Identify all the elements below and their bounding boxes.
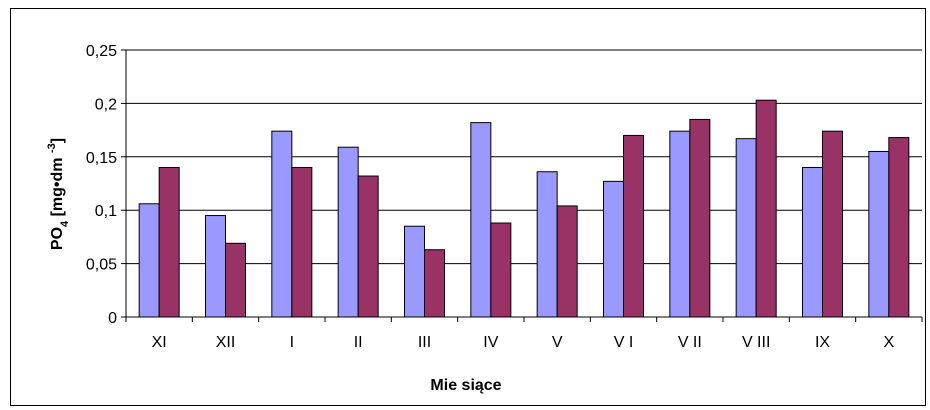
x-axis-title: Mie siące [430, 377, 501, 394]
y-tick-label: 0,25 [86, 43, 117, 60]
bar-V-s2 [556, 205, 578, 318]
x-tick-label: V [552, 334, 563, 351]
x-tick-label: II [354, 334, 363, 351]
x-tick-label: III [418, 334, 431, 351]
bar-VIII-s2 [755, 99, 777, 318]
bar-V-s1 [536, 171, 558, 318]
y-tick-label: 0,05 [86, 257, 117, 274]
bar-VII-s1 [669, 130, 691, 318]
bar-IX-s1 [802, 166, 823, 318]
bar-I-s2 [291, 166, 313, 318]
gridlines [126, 49, 922, 265]
bar-II-s1 [337, 146, 359, 318]
bar-III-s2 [424, 249, 445, 318]
bar-XI-s2 [158, 166, 180, 318]
x-tick-label: V III [742, 334, 770, 351]
bar-IV-s2 [490, 222, 512, 318]
y-tick-label: 0 [108, 310, 117, 327]
bar-VIII-s1 [735, 138, 757, 318]
x-tick-label: XI [152, 334, 167, 351]
bar-XII-s1 [205, 215, 226, 318]
y-tick-label: 0,15 [86, 150, 117, 167]
bar-VII-s2 [689, 118, 711, 318]
x-tick-label: V I [614, 334, 634, 351]
bar-VI-s1 [603, 180, 624, 318]
x-tick-label: X [883, 334, 894, 351]
x-tick-label: IV [483, 334, 498, 351]
bar-IV-s1 [470, 122, 492, 318]
bar-XI-s1 [138, 203, 160, 318]
y-tick-labels: 0 0,05 0,1 0,15 0,2 0,25 [86, 43, 126, 327]
x-tick-label: IX [815, 334, 830, 351]
y-tick-label: 0,2 [95, 96, 117, 113]
bar-XII-s2 [225, 242, 246, 318]
x-tick-label: XII [216, 334, 236, 351]
bar-X-s2 [888, 137, 910, 318]
bars [138, 99, 910, 318]
y-tick-label: 0,1 [95, 203, 117, 220]
bar-IX-s2 [822, 130, 843, 318]
bar-I-s1 [271, 130, 293, 318]
x-tick-label: I [290, 334, 294, 351]
bar-II-s2 [357, 175, 379, 318]
bar-X-s1 [868, 150, 890, 318]
y-axis-title: PO4 [mg•dm -3] [46, 138, 71, 250]
bar-VI-s2 [623, 134, 644, 318]
x-tick-label: V II [678, 334, 702, 351]
bar-III-s1 [404, 225, 425, 318]
